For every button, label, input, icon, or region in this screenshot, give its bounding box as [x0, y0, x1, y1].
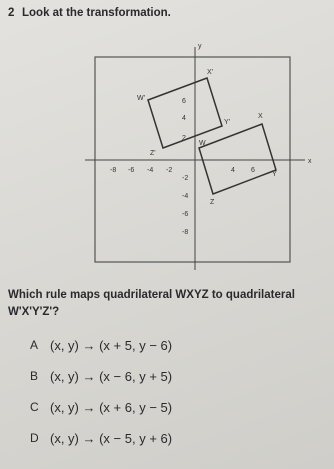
y-tick-label: -4 — [182, 193, 188, 200]
axis-label: y — [198, 43, 202, 50]
vertex-label: W' — [137, 95, 145, 102]
x-tick-label: 6 — [251, 167, 255, 174]
x-tick-label: 4 — [231, 167, 235, 174]
option-rule: (x, y) → (x − 6, y + 5) — [50, 369, 173, 384]
x-tick-label: -8 — [110, 167, 116, 174]
option-rule: (x, y) → (x − 5, y + 6) — [50, 431, 173, 446]
y-tick-label: -6 — [182, 211, 188, 218]
x-tick-label: -2 — [166, 167, 172, 174]
option-rule: (x, y) → (x + 6, y − 5) — [50, 400, 173, 415]
y-tick-label: -2 — [182, 175, 188, 182]
vertex-label: X' — [207, 69, 213, 76]
vertex-label: Y — [272, 171, 277, 178]
prompt: Look at the transformation. — [22, 7, 171, 19]
vertex-label: Z' — [150, 150, 156, 157]
preimage-quadrilateral — [198, 123, 277, 195]
vertex-label: Y' — [224, 119, 230, 126]
option-letter: A — [30, 338, 39, 352]
question-text: Which rule maps quadrilateral WXYZ to qu… — [8, 289, 295, 318]
vertex-label: Z — [210, 199, 215, 206]
graph: x y -8 -6 -4 -2 4 6 6 4 2 -2 -4 -6 -8 W' X' Y' Z' W X Y Z — [85, 43, 312, 270]
question-number: 2 — [8, 7, 15, 19]
option-letter: C — [30, 400, 39, 414]
image-quadrilateral — [147, 77, 223, 149]
axis-label: x — [308, 158, 312, 165]
y-tick-label: 6 — [182, 98, 186, 105]
option-letter: D — [30, 431, 39, 445]
y-tick-label: 2 — [182, 135, 186, 142]
vertex-label: W — [199, 140, 206, 147]
x-tick-label: -4 — [147, 167, 153, 174]
option-letter: B — [30, 369, 39, 383]
y-tick-label: 4 — [182, 115, 186, 122]
x-tick-label: -6 — [128, 167, 134, 174]
y-tick-label: -8 — [182, 229, 188, 236]
option-rule: (x, y) → (x + 5, y − 6) — [50, 338, 173, 353]
vertex-label: X — [258, 113, 263, 120]
